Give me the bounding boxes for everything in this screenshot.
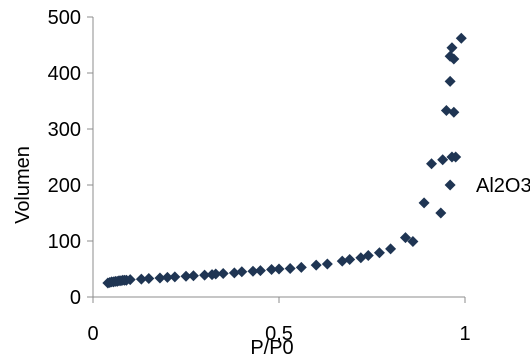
data-points [102, 32, 467, 289]
data-point [295, 261, 307, 273]
data-point [385, 243, 397, 255]
data-point [284, 262, 296, 274]
data-point [444, 179, 456, 191]
y-tick-label: 500 [48, 7, 81, 29]
legend-entry-al2o3: Al2O3 [476, 175, 530, 197]
data-point [266, 264, 278, 276]
x-tick-label: 0 [87, 323, 98, 345]
data-point [143, 273, 155, 285]
y-axis-ticks: 0 100 200 300 400 500 [48, 7, 93, 309]
x-tick-label: 1 [459, 323, 470, 345]
data-point [418, 197, 430, 209]
data-point [336, 255, 348, 267]
y-tick-label: 400 [48, 63, 81, 85]
y-tick-label: 200 [48, 175, 81, 197]
data-point [228, 267, 240, 279]
y-tick-label: 300 [48, 119, 81, 141]
data-point [210, 268, 222, 280]
data-point [399, 232, 411, 244]
data-point [169, 271, 181, 283]
data-point [310, 259, 322, 271]
data-point [344, 253, 356, 265]
data-point [187, 270, 199, 282]
y-axis-title: Volumen [12, 146, 34, 224]
data-point [437, 154, 449, 166]
data-point [254, 265, 266, 277]
data-point [448, 53, 460, 65]
data-point [199, 269, 211, 281]
data-point [247, 265, 259, 277]
data-point [435, 207, 447, 219]
data-point [440, 105, 452, 117]
data-point [124, 274, 136, 286]
y-tick-label: 100 [48, 231, 81, 253]
data-point [180, 270, 192, 282]
data-point [217, 267, 229, 279]
data-point [455, 32, 467, 44]
data-point [236, 266, 248, 278]
data-point [407, 236, 419, 248]
data-point [161, 271, 173, 283]
data-point [321, 258, 333, 270]
data-point [444, 75, 456, 87]
data-point [135, 273, 147, 285]
data-point [154, 272, 166, 284]
data-point [373, 247, 385, 259]
data-point [450, 151, 462, 163]
x-tick-label: 0,5 [265, 323, 293, 345]
x-axis-ticks: 0 0,5 1 [87, 297, 471, 345]
data-point [446, 42, 458, 54]
data-point [448, 106, 460, 118]
data-point [273, 263, 285, 275]
x-axis-title: P/P0 [250, 337, 293, 359]
y-tick-label: 0 [70, 287, 81, 309]
data-point [362, 250, 374, 262]
data-point [426, 158, 438, 170]
